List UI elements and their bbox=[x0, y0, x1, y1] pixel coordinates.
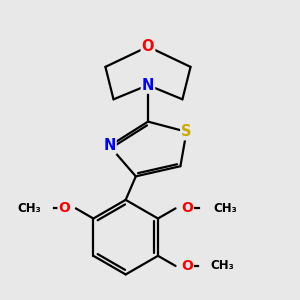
Text: CH₃: CH₃ bbox=[210, 260, 234, 272]
Text: O: O bbox=[142, 39, 154, 54]
Text: N: N bbox=[142, 78, 154, 93]
Text: CH₃: CH₃ bbox=[213, 202, 237, 215]
Text: O: O bbox=[58, 201, 70, 215]
Text: N: N bbox=[103, 138, 116, 153]
Text: CH₃: CH₃ bbox=[18, 202, 41, 215]
Text: S: S bbox=[181, 124, 192, 139]
Text: O: O bbox=[181, 201, 193, 215]
Text: O: O bbox=[181, 259, 193, 273]
